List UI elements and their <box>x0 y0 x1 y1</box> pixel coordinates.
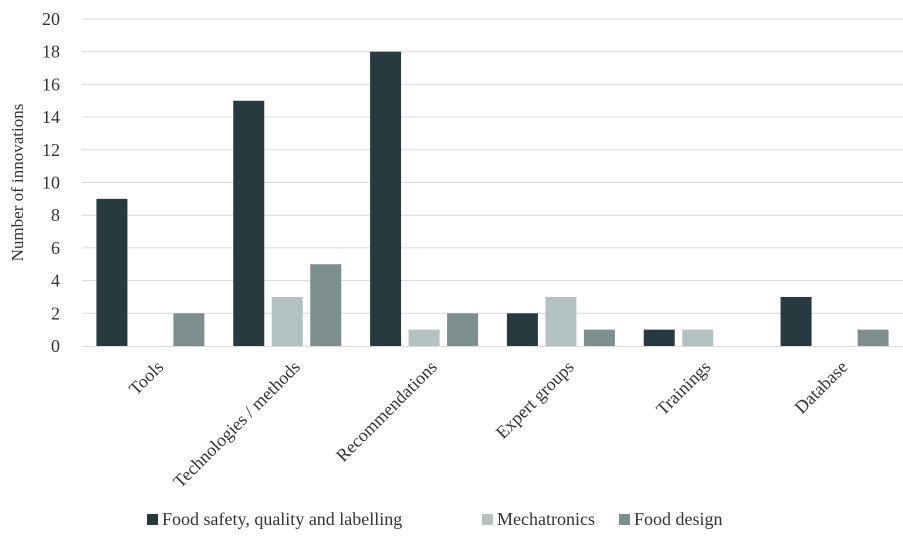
x-tick-label: Recommendations <box>332 357 441 466</box>
y-tick-label: 4 <box>51 271 60 291</box>
y-tick-label: 20 <box>42 9 60 29</box>
bar <box>545 296 577 346</box>
y-tick-label: 10 <box>42 173 60 193</box>
y-axis-title: Number of innovations <box>8 104 27 262</box>
x-tick-label: Tools <box>125 357 167 399</box>
bar <box>173 313 205 346</box>
y-tick-label: 2 <box>51 303 60 323</box>
x-tick-label: Technologies / methods <box>169 357 304 492</box>
legend-swatch <box>482 514 493 525</box>
bar <box>447 313 479 346</box>
legend-swatch <box>147 514 158 525</box>
bar <box>271 296 303 346</box>
bar <box>583 329 615 346</box>
y-tick-label: 6 <box>51 238 60 258</box>
legend-label: Food safety, quality and labelling <box>162 509 402 529</box>
x-tick-label: Trainings <box>652 357 714 419</box>
x-axis-ticks: Tools Technologies / methods Recommendatio… <box>125 357 851 492</box>
bar <box>857 329 889 346</box>
bar <box>506 313 538 346</box>
gridlines <box>82 18 903 314</box>
x-tick-label: Database <box>791 357 852 418</box>
legend-label: Food design <box>634 509 723 529</box>
bar <box>96 198 128 346</box>
legend-label: Mechatronics <box>497 509 595 529</box>
legend: Food safety, quality and labelling Mechat… <box>147 509 723 529</box>
bar <box>233 100 265 346</box>
bar <box>682 329 714 346</box>
bar <box>780 296 812 346</box>
y-axis-ticks: 0 2 4 6 8 10 12 14 16 18 20 <box>42 9 60 356</box>
bars <box>96 51 889 346</box>
y-tick-label: 16 <box>42 74 60 94</box>
bar <box>370 51 402 346</box>
y-tick-label: 12 <box>42 140 60 160</box>
y-tick-label: 8 <box>51 205 60 225</box>
y-tick-label: 18 <box>42 42 60 62</box>
x-tick-label: Expert groups <box>492 357 578 443</box>
legend-swatch <box>619 514 630 525</box>
bar <box>643 329 675 346</box>
y-tick-label: 14 <box>42 107 60 127</box>
bar <box>408 329 440 346</box>
y-tick-label: 0 <box>51 336 60 356</box>
bar <box>310 264 342 346</box>
